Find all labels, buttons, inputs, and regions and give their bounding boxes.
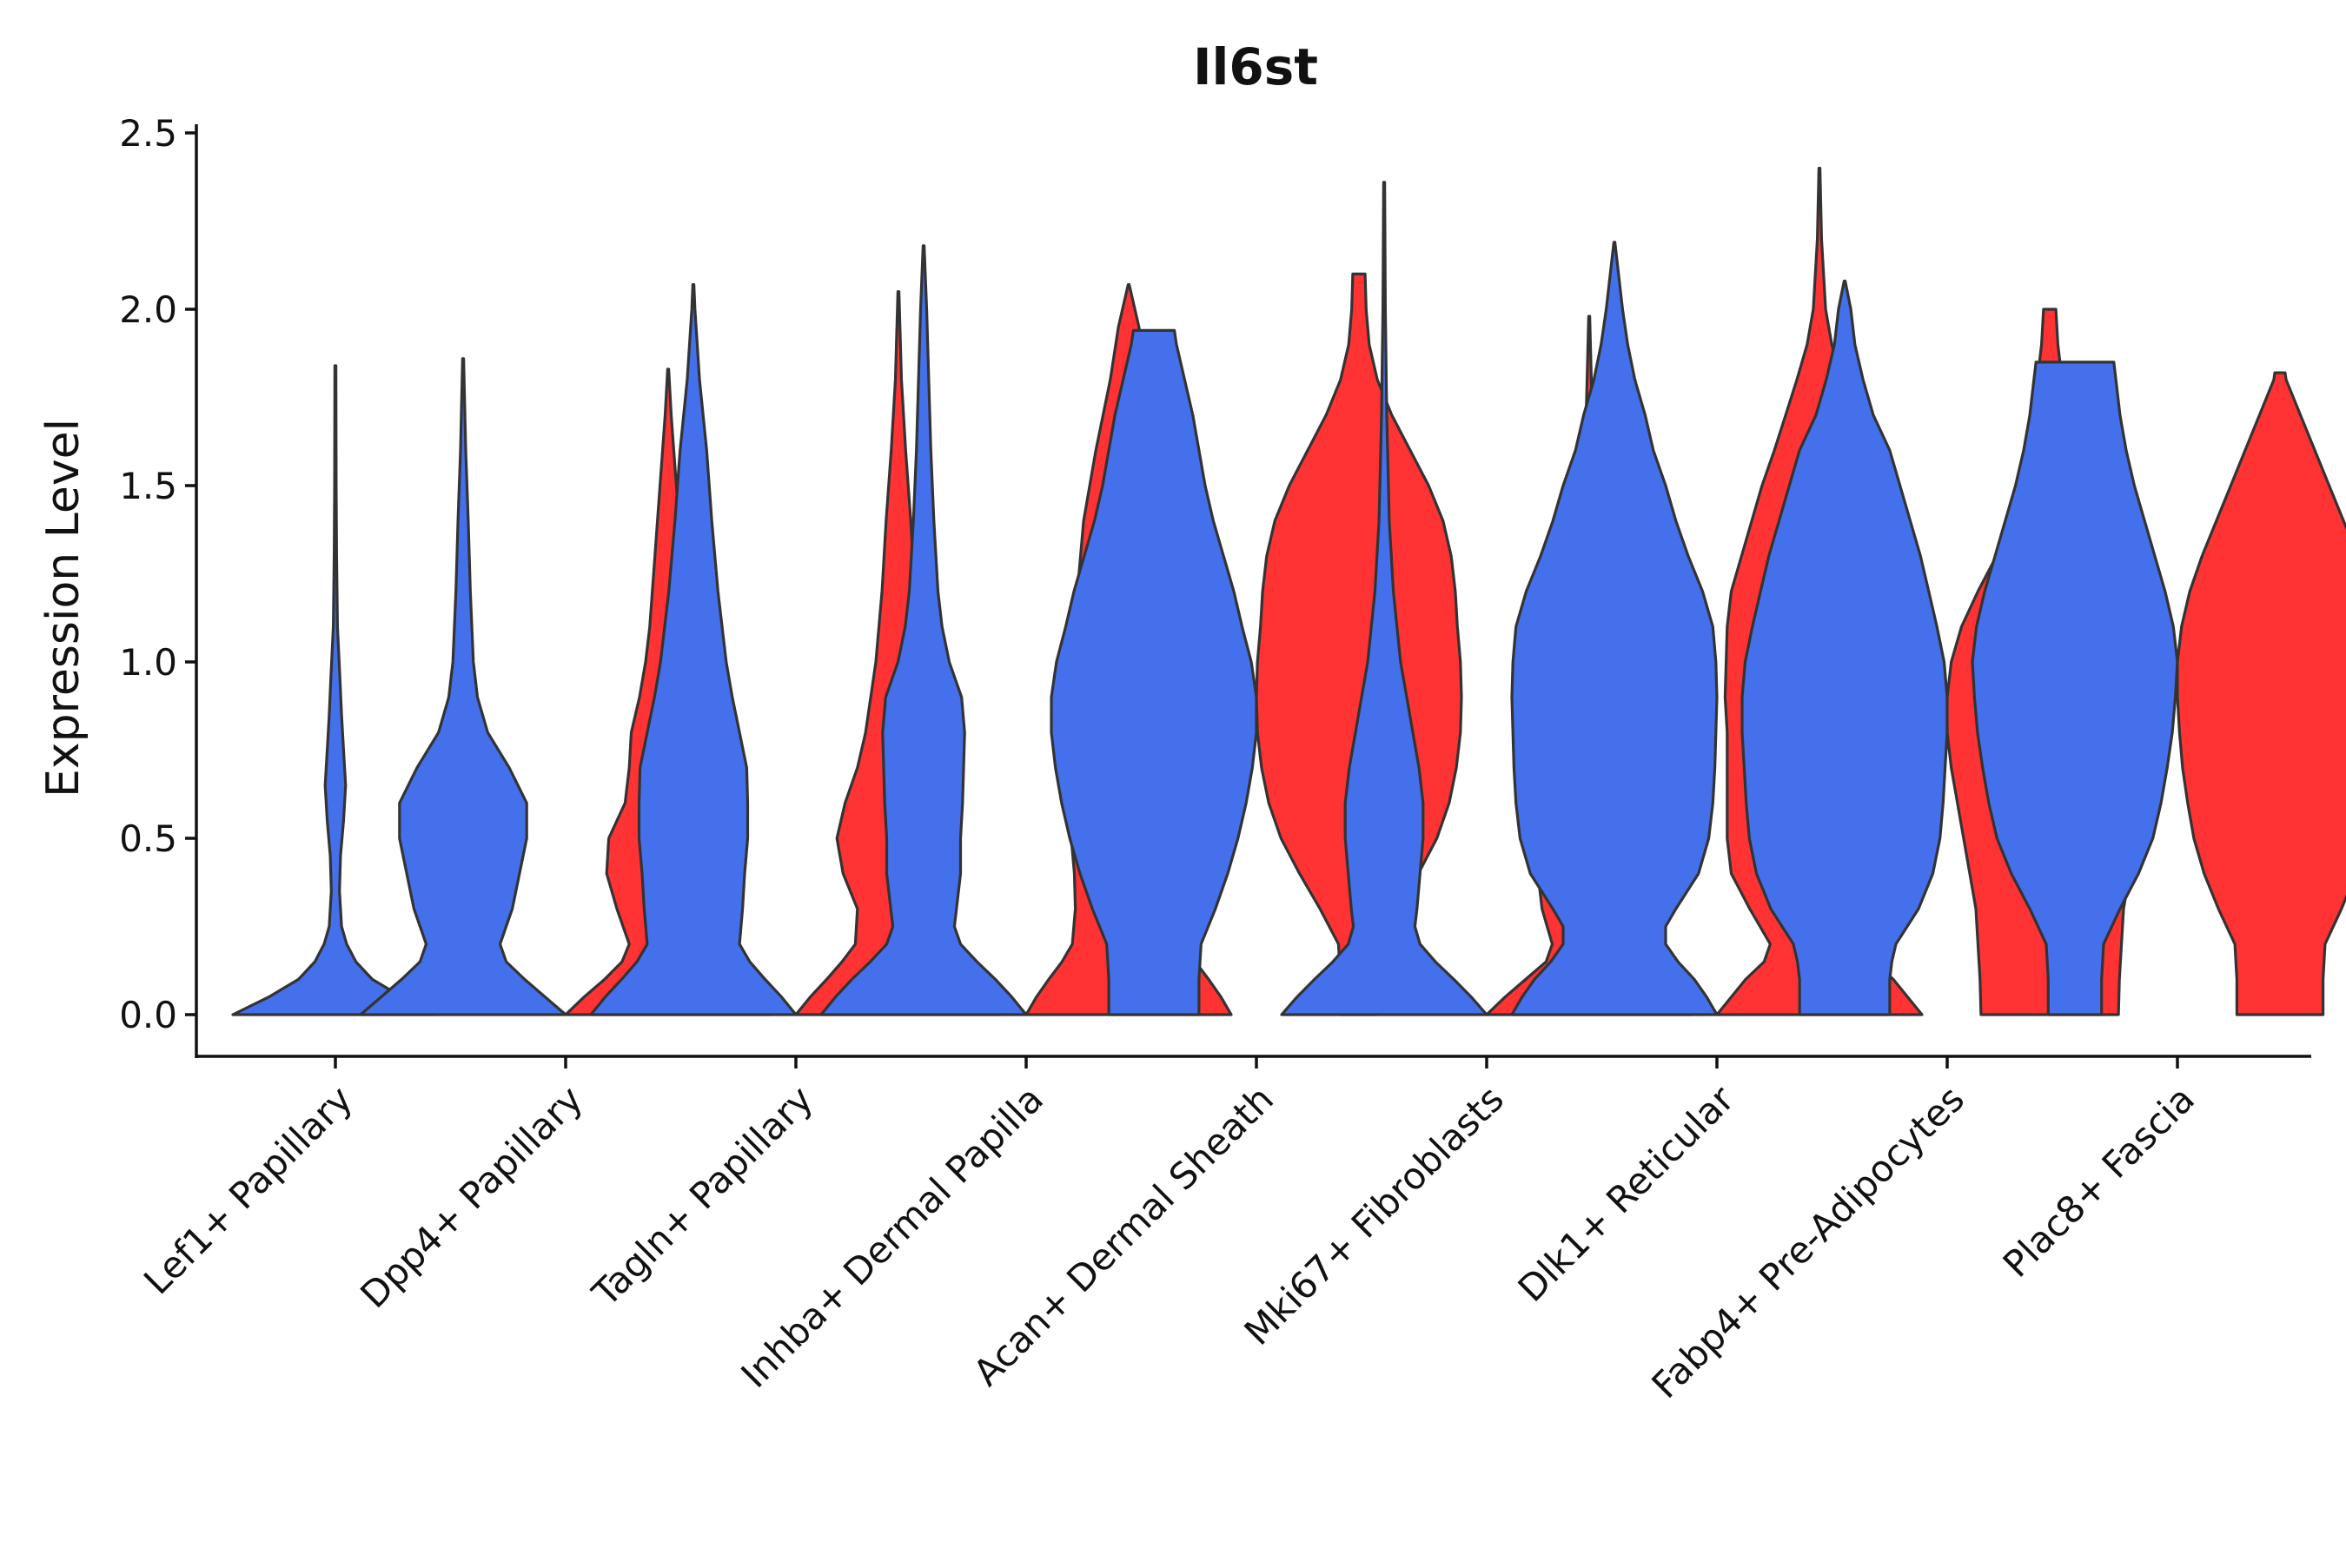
violin-group-1 xyxy=(1971,361,2179,1016)
violin-group-1 xyxy=(359,357,567,1016)
y-tick-label: 1.0 xyxy=(119,641,177,684)
y-tick-label: 2.5 xyxy=(119,112,177,155)
category-label: Lef1+ Papillary xyxy=(136,1077,361,1302)
violin-group-1 xyxy=(1050,328,1258,1016)
violin-layer xyxy=(231,167,2346,1016)
violin-group-1 xyxy=(1510,241,1719,1016)
violin-group-2 xyxy=(2176,371,2346,1016)
y-tick-label: 0.0 xyxy=(119,994,177,1036)
y-axis-title: Expression Level xyxy=(37,419,89,797)
category-label: Plac8+ Fascia xyxy=(1995,1077,2203,1285)
category-label: Mki67+ Fibroblasts xyxy=(1236,1077,1512,1353)
y-ticks: 0.0 0.5 1.0 1.5 2.0 2.5 xyxy=(119,112,196,1036)
violin-group-1 xyxy=(1280,181,1488,1016)
chart-title: Il6st xyxy=(1193,37,1318,96)
violin-group-1 xyxy=(1740,279,1949,1016)
violin-group-1 xyxy=(589,283,798,1016)
axes xyxy=(195,124,2311,1058)
y-tick-label: 0.5 xyxy=(119,817,177,860)
violin-group-1 xyxy=(819,244,1028,1016)
category-label: Dlk1+ Reticular xyxy=(1510,1077,1743,1310)
category-label: Dpp4+ Papillary xyxy=(352,1077,591,1316)
y-tick-label: 2.0 xyxy=(119,288,177,331)
violin-group-1 xyxy=(231,364,440,1016)
y-tick-label: 1.5 xyxy=(119,465,177,507)
category-label: Tagln+ Papillary xyxy=(584,1077,821,1314)
